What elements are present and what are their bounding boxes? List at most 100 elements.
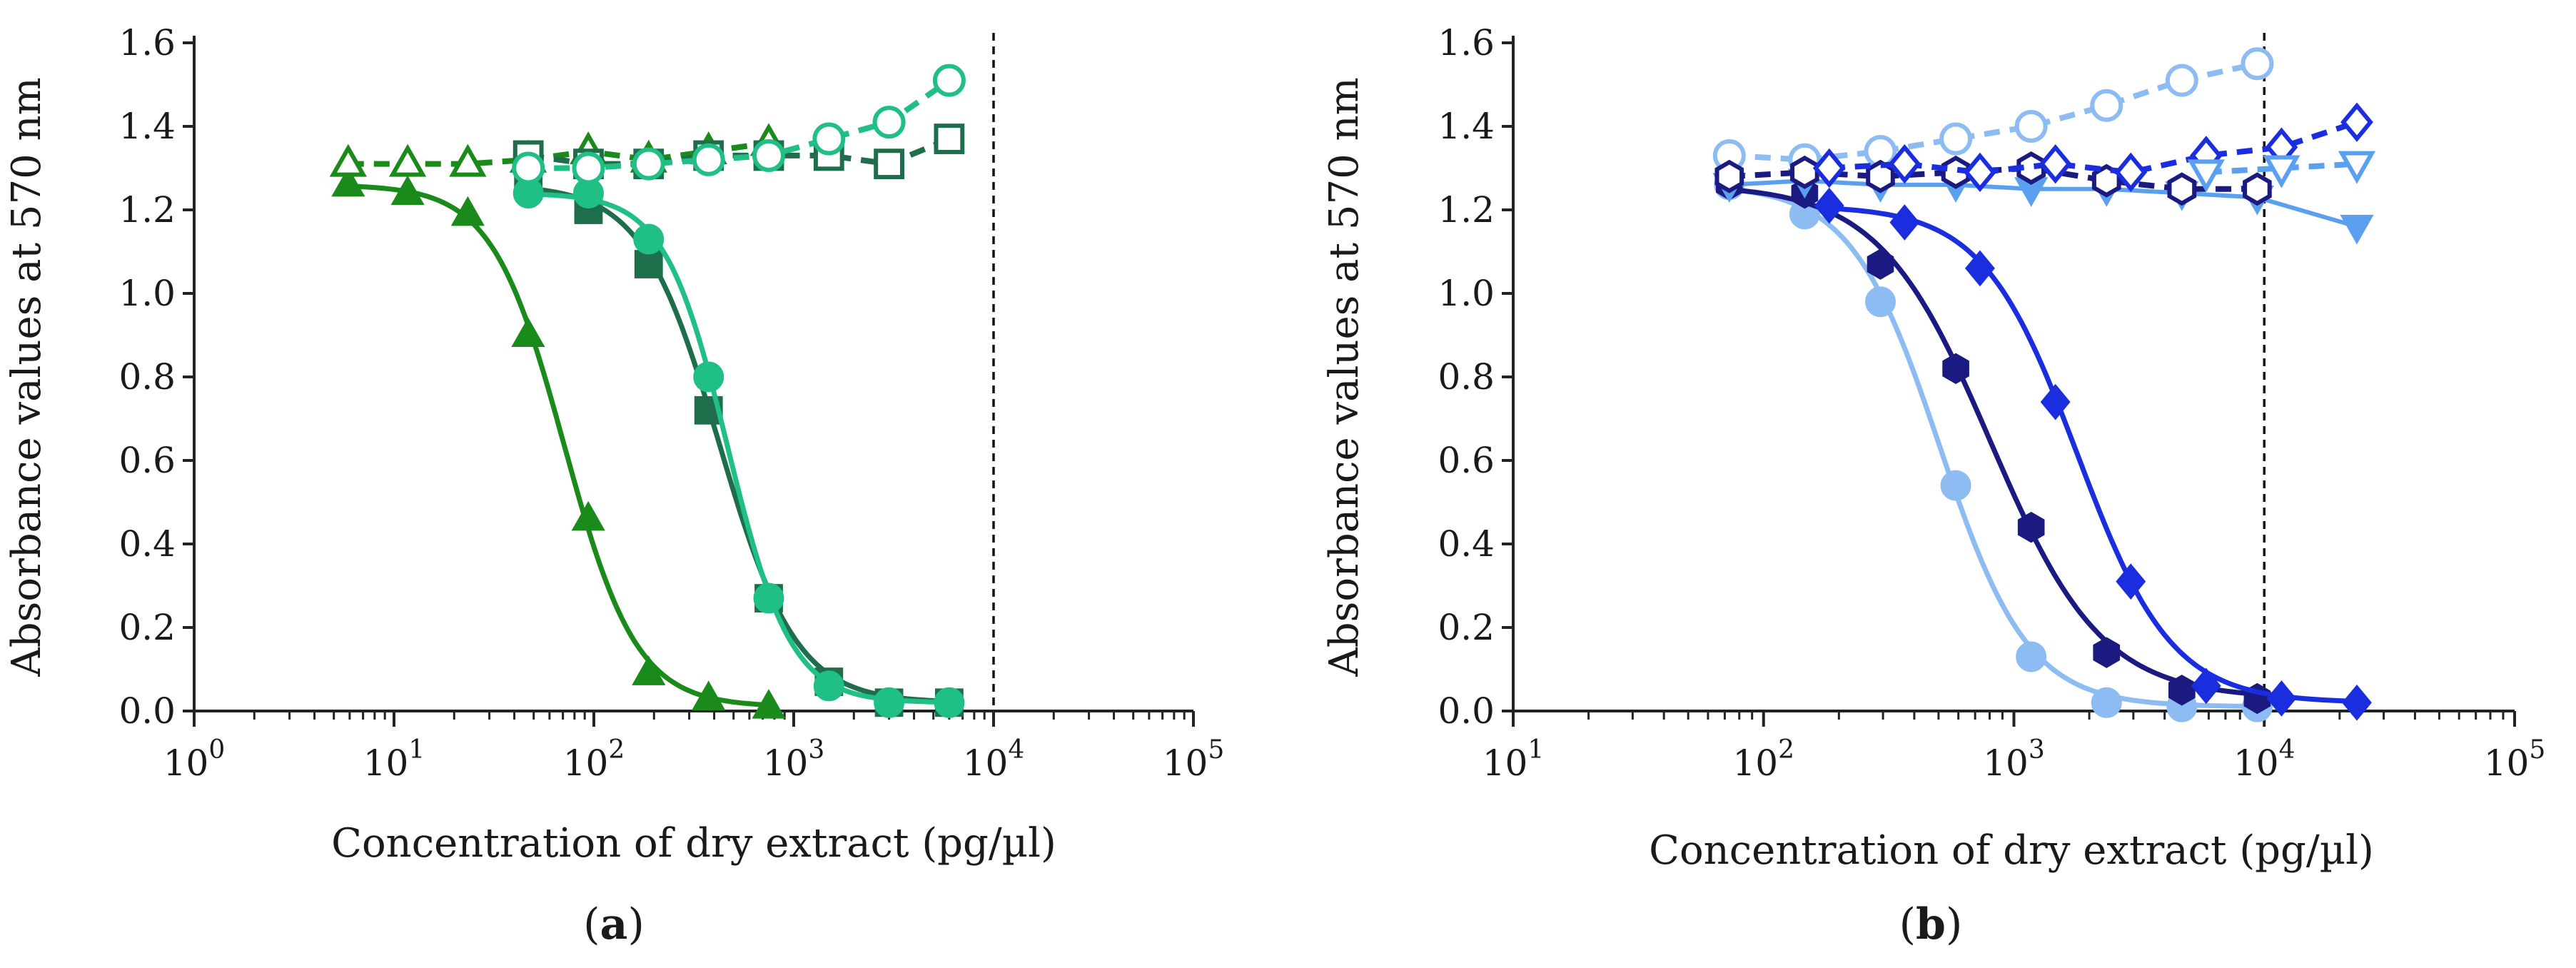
data-point (2017, 511, 2045, 543)
series-circle-open (512, 64, 966, 185)
data-point (2090, 89, 2123, 122)
data-point (2263, 155, 2300, 188)
data-point (693, 361, 724, 393)
y-tick-label: 0.6 (1438, 440, 1495, 481)
data-point (2016, 641, 2047, 672)
data-point (329, 143, 367, 177)
data-point (2191, 667, 2221, 705)
x-tick-label: 105 (2484, 735, 2546, 784)
y-tick-label: 1.0 (1438, 273, 1495, 314)
data-point (2168, 675, 2196, 706)
y-tick-label: 0.6 (118, 440, 176, 481)
data-point (390, 175, 425, 206)
series-line (348, 140, 769, 167)
series-circle-open (1712, 47, 2274, 176)
data-point (633, 223, 665, 255)
series-line (1729, 187, 2258, 697)
y-tick-label: 0.2 (118, 607, 176, 648)
data-point (2266, 680, 2297, 717)
data-point (752, 689, 786, 719)
y-tick-label: 0.8 (118, 356, 176, 398)
panel-b-chart: 0.0 0.2 0.4 0.6 0.8 1.0 1.2 1.4 1.6 101 102 103 104 1… (1321, 22, 2545, 949)
data-point (812, 122, 846, 156)
x-tick-label: 104 (2233, 735, 2295, 784)
y-tick-label: 1.2 (118, 189, 176, 231)
y-tick-label: 0.0 (118, 690, 176, 732)
series-line (528, 78, 951, 171)
data-point (1812, 148, 1846, 188)
panel-a-chart: 0.0 0.2 0.4 0.6 0.8 1.0 1.2 1.4 1.6 100 101 102 103 1… (4, 22, 1224, 949)
data-point (2241, 47, 2274, 81)
y-tick-label: 0.0 (1438, 690, 1495, 732)
y-tick-label: 0.4 (1438, 523, 1495, 565)
series-triangle-down-open (2187, 151, 2376, 193)
series-line (527, 186, 949, 704)
data-point (512, 151, 545, 185)
data-point (1939, 122, 1973, 156)
data-point (2114, 152, 2148, 193)
series-triangle-filled (331, 166, 786, 719)
y-tick-label: 1.0 (118, 273, 176, 314)
y-tick-label: 1.4 (118, 106, 176, 147)
x-tick-label: 102 (563, 735, 625, 784)
data-point (1941, 155, 1971, 189)
x-axis-label: Concentration of dry extract (pg/µl) (1649, 827, 2374, 874)
y-tick-label: 1.2 (1438, 189, 1495, 231)
panel-label: (b) (1899, 899, 1963, 949)
data-point (872, 106, 906, 139)
data-point (632, 655, 666, 685)
data-point (331, 166, 365, 197)
series-square-filled (514, 171, 964, 717)
x-tick-label: 100 (163, 735, 226, 784)
data-point (1865, 286, 1896, 318)
data-point (1867, 248, 1894, 280)
data-point (692, 680, 726, 710)
data-point (934, 687, 965, 718)
x-axis-label: Concentration of dry extract (pg/µl) (331, 820, 1056, 867)
data-point (934, 123, 965, 154)
y-tick-label: 0.2 (1438, 607, 1495, 648)
series-hexagon-filled (1716, 169, 2271, 715)
y-tick-label: 1.6 (118, 22, 176, 64)
data-point (753, 583, 784, 614)
x-tick-label: 103 (763, 735, 825, 784)
data-point (388, 143, 427, 177)
x-tick-label: 103 (1983, 735, 2045, 784)
data-point (2187, 159, 2225, 193)
data-point (2243, 172, 2272, 206)
data-point (1964, 152, 1996, 193)
data-point (2340, 102, 2373, 142)
data-point (1814, 187, 1844, 224)
data-point (692, 143, 725, 176)
data-point (2116, 563, 2146, 600)
data-point (1965, 250, 1995, 287)
x-tick-label: 102 (1732, 735, 1794, 784)
series-diamond-filled (1814, 187, 2372, 721)
y-tick-label: 1.6 (1438, 22, 1495, 64)
data-point (932, 64, 966, 97)
data-point (813, 670, 844, 702)
y-tick-label: 1.4 (1438, 106, 1495, 147)
data-point (1889, 204, 1920, 241)
data-point (511, 317, 545, 347)
data-point (2167, 172, 2197, 206)
panel-label: (a) (583, 899, 645, 949)
y-tick-label: 0.8 (1438, 356, 1495, 398)
data-point (1942, 353, 1969, 385)
data-point (752, 138, 786, 172)
data-point (2340, 214, 2374, 245)
data-point (1790, 155, 1819, 189)
y-axis-label: Absorbance values at 570 nm (4, 77, 50, 677)
data-point (2039, 143, 2072, 184)
x-tick-label: 104 (963, 735, 1025, 784)
data-point (1888, 143, 1921, 184)
data-point (874, 687, 905, 718)
x-tick-label: 105 (1163, 735, 1225, 784)
data-point (2165, 64, 2198, 97)
x-tick-label: 101 (363, 735, 425, 784)
data-point (632, 147, 665, 181)
data-point (2040, 383, 2071, 420)
series-line (528, 191, 949, 705)
data-point (571, 500, 605, 531)
